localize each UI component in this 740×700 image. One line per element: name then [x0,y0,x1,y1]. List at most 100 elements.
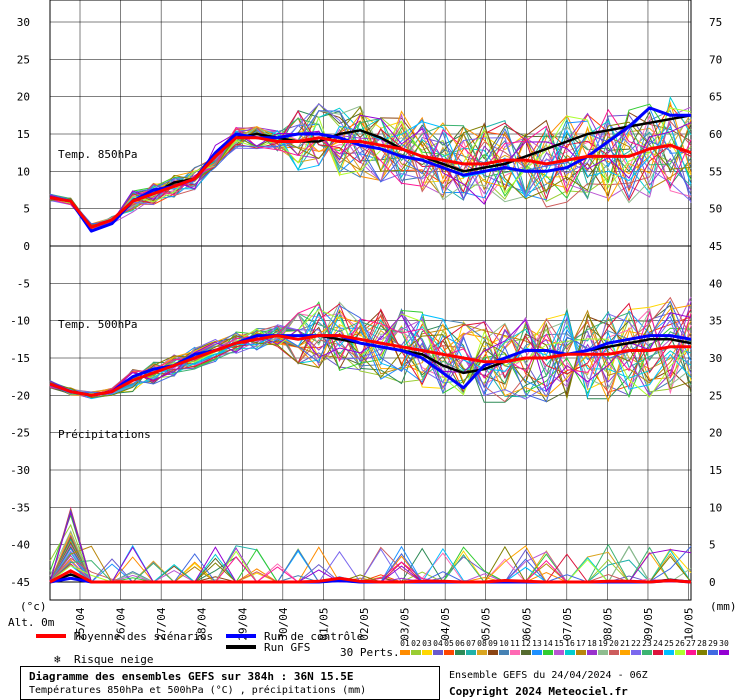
chart-subtitle: Températures 850hPa et 500hPa (°C) , pré… [29,685,367,696]
right-tick-label: 30 [709,352,722,365]
perturbation-id: 28 [697,639,707,648]
perturbation-swatch [642,650,652,655]
left-tick-label: -20 [10,389,30,402]
left-tick-label: -30 [10,464,30,477]
right-tick-label: 40 [709,277,722,290]
perturbation-swatch [521,650,531,655]
perturbation-swatch [686,650,696,655]
left-tick-label: -5 [17,277,30,290]
perturbation-precip-line [49,507,692,583]
legend-label: Run de contrôle [264,630,363,643]
x-date-label: 05/05 [480,607,493,640]
perturbation-swatch [587,650,597,655]
perturbation-swatch [554,650,564,655]
x-date-label: 10/05 [683,607,696,640]
plot-frame [49,0,692,601]
main-series-lines [49,106,692,584]
legend-label: Run GFS [264,641,310,654]
perturbation-id: 24 [653,639,663,648]
perturbation-id: 16 [565,639,575,648]
right-tick-label: 15 [709,464,722,477]
left-tick-label: 5 [23,203,30,216]
perturbation-line [49,107,692,228]
perturbation-id: 22 [631,639,641,648]
perturbation-id: 14 [543,639,553,648]
perturbation-swatch [433,650,443,655]
perturbation-swatch [466,650,476,655]
perturbation-precip-line [49,510,692,583]
left-tick-label: -15 [10,352,30,365]
legend: Moyenne des scénarios Run de contrôleRun … [36,630,729,666]
perturbation-swatch [565,650,575,655]
perturbation-line [49,105,692,226]
perturbation-precip-line [49,536,691,583]
perturbation-id: 01 [400,639,410,648]
grid [49,0,692,601]
x-date-label: 26/04 [115,607,128,640]
perturbation-swatch [620,650,630,655]
perturbation-id: 10 [499,639,509,648]
perturbation-id: 07 [466,639,476,648]
perturbation-swatch [422,650,432,655]
right-tick-label: 60 [709,128,722,141]
left-unit-label: (°c) [20,600,47,613]
perturbation-id: 19 [598,639,608,648]
perturbation-line [49,120,692,232]
ensemble-info: Ensemble GEFS du 24/04/2024 - 06Z [449,670,648,681]
perturbation-id: 08 [477,639,487,648]
perturbation-precip-line [49,534,691,583]
series-line-precip [49,569,692,584]
perturbation-id: 21 [620,639,630,648]
right-tick-label: 5 [709,539,716,552]
perturbation-swatch [719,650,729,655]
perturbation-swatch [499,650,509,655]
x-date-label: 06/05 [520,607,533,640]
perturbation-id: 11 [510,639,520,648]
series-line-t850 [49,136,692,229]
perturbation-precip-line [49,506,691,583]
perturbation-swatch [543,650,553,655]
footer-title-box: Diagramme des ensembles GEFS sur 384h : … [20,666,440,700]
perturbation-line [49,107,692,230]
perturbation-id: 02 [411,639,421,648]
perturbations-label: 30 Perts. [340,646,400,659]
copyright: Copyright 2024 Meteociel.fr [449,685,628,698]
x-date-label: 09/05 [642,607,655,640]
x-date-label: 28/04 [196,607,209,640]
left-tick-label: 25 [17,53,30,66]
perturbation-swatch [444,650,454,655]
perturbation-line [49,114,692,231]
series-line-t500 [49,334,692,397]
right-tick-label: 70 [709,53,722,66]
left-tick-label: 20 [17,91,30,104]
perturbation-id: 26 [675,639,685,648]
axes: 302520151050-5-10-15-20-25-30-35-40-4575… [8,16,737,641]
left-tick-label: 0 [23,240,30,253]
x-date-label: 08/05 [601,607,614,640]
left-tick-label: -40 [10,539,30,552]
right-tick-label: 65 [709,91,722,104]
left-tick-label: 10 [17,165,30,178]
perturbation-id: 18 [587,639,597,648]
panel-label: Temp. 500hPa [58,318,137,331]
perturbation-precip-line [49,509,692,583]
snowflake-icon: ❄ [54,653,61,666]
perturbation-swatch [653,650,663,655]
left-tick-label: 15 [17,128,30,141]
perturbation-swatch [609,650,619,655]
perturbation-id: 25 [664,639,674,648]
right-tick-label: 55 [709,165,722,178]
perturbation-id: 23 [642,639,652,648]
perturbation-line [49,106,692,226]
right-tick-label: 25 [709,389,722,402]
right-tick-label: 75 [709,16,722,29]
legend-label: Moyenne des scénarios [74,630,213,643]
perturbation-id: 13 [532,639,542,648]
perturbation-swatch [631,650,641,655]
perturbation-swatch [532,650,542,655]
x-date-label: 07/05 [561,607,574,640]
perturbation-id: 12 [521,639,531,648]
x-date-label: 04/05 [439,607,452,640]
perturbation-id: 05 [444,639,454,648]
